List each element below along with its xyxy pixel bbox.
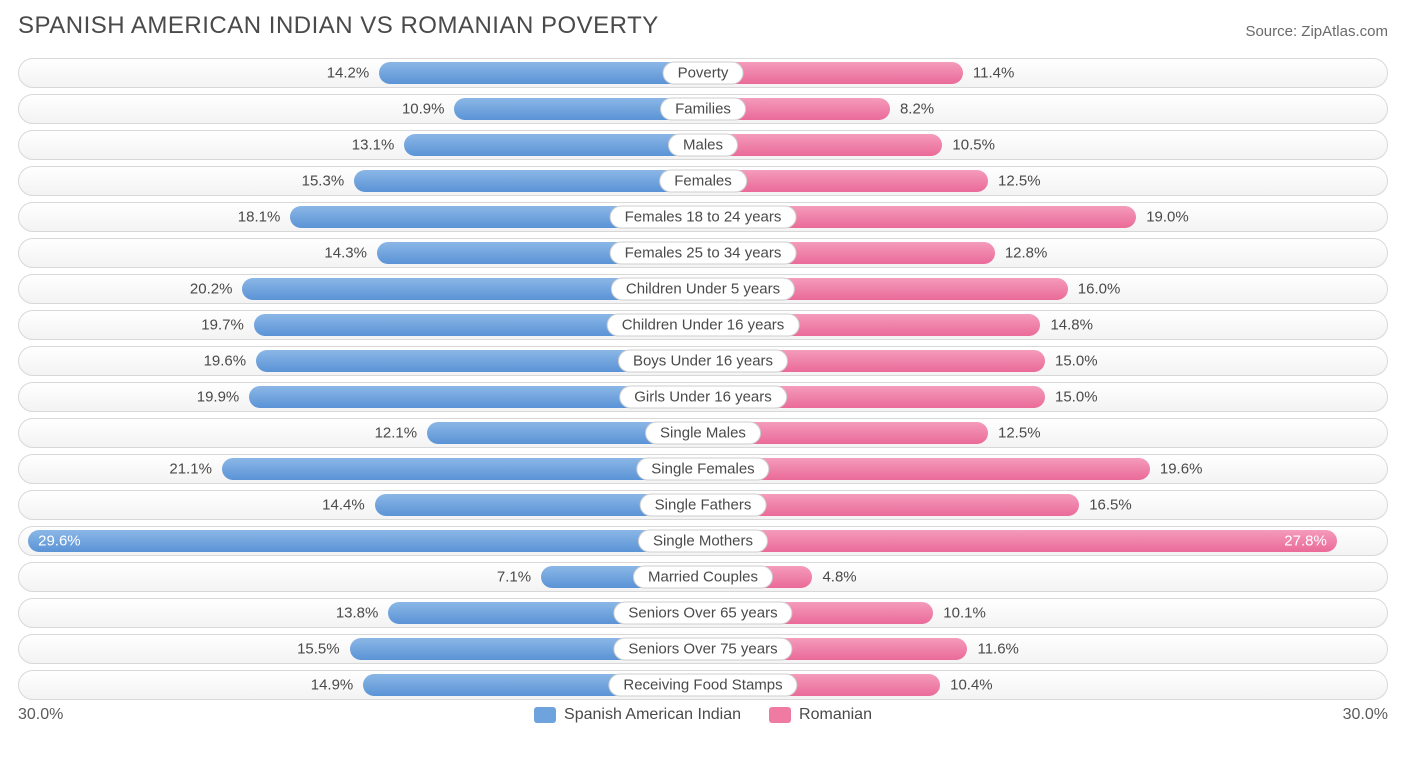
bar-row: 12.1% 12.5% Single Males xyxy=(18,418,1388,448)
legend-swatch-right xyxy=(769,707,791,723)
value-label-right: 11.6% xyxy=(967,641,1018,658)
chart-title: SPANISH AMERICAN INDIAN VS ROMANIAN POVE… xyxy=(18,12,659,40)
bar-row: 19.9% 15.0% Girls Under 16 years xyxy=(18,382,1388,412)
category-pill: Seniors Over 75 years xyxy=(613,638,792,661)
category-pill: Single Males xyxy=(645,422,761,445)
category-pill: Single Females xyxy=(636,458,769,481)
bar-row: 14.2% 11.4% Poverty xyxy=(18,58,1388,88)
value-label-right: 10.5% xyxy=(942,137,995,154)
legend: Spanish American Indian Romanian xyxy=(63,706,1342,724)
bar-row: 19.7% 14.8% Children Under 16 years xyxy=(18,310,1388,340)
value-label-right: 19.6% xyxy=(1150,461,1203,478)
value-label-right: 12.5% xyxy=(988,173,1041,190)
category-pill: Females 18 to 24 years xyxy=(610,206,797,229)
bar-row: 20.2% 16.0% Children Under 5 years xyxy=(18,274,1388,304)
category-pill: Girls Under 16 years xyxy=(619,386,787,409)
category-pill: Males xyxy=(668,134,738,157)
bar-left xyxy=(379,62,703,84)
legend-item-left: Spanish American Indian xyxy=(534,706,741,724)
value-label-left: 7.1% xyxy=(497,569,541,586)
bar-right xyxy=(703,530,1337,552)
value-label-right: 15.0% xyxy=(1045,353,1098,370)
category-pill: Boys Under 16 years xyxy=(618,350,788,373)
value-label-right: 12.8% xyxy=(995,245,1048,262)
category-pill: Single Mothers xyxy=(638,530,768,553)
chart-header: SPANISH AMERICAN INDIAN VS ROMANIAN POVE… xyxy=(18,12,1388,40)
legend-item-right: Romanian xyxy=(769,706,872,724)
chart-footer: 30.0% Spanish American Indian Romanian 3… xyxy=(18,706,1388,724)
value-label-left: 13.1% xyxy=(352,137,405,154)
value-label-left: 12.1% xyxy=(375,425,428,442)
category-pill: Seniors Over 65 years xyxy=(613,602,792,625)
category-pill: Receiving Food Stamps xyxy=(608,674,797,697)
value-label-left: 29.6% xyxy=(28,533,81,550)
category-pill: Poverty xyxy=(663,62,744,85)
value-label-left: 20.2% xyxy=(190,281,243,298)
bar-left xyxy=(222,458,703,480)
bar-row: 14.3% 12.8% Females 25 to 34 years xyxy=(18,238,1388,268)
legend-label-right: Romanian xyxy=(799,706,872,724)
bar-row: 14.4% 16.5% Single Fathers xyxy=(18,490,1388,520)
value-label-left: 15.3% xyxy=(302,173,355,190)
value-label-right: 27.8% xyxy=(1284,533,1337,550)
value-label-left: 18.1% xyxy=(238,209,291,226)
legend-swatch-left xyxy=(534,707,556,723)
axis-max-left: 30.0% xyxy=(18,706,63,724)
value-label-left: 14.9% xyxy=(311,677,364,694)
chart-source: Source: ZipAtlas.com xyxy=(1245,23,1388,40)
value-label-left: 14.4% xyxy=(322,497,375,514)
bar-row: 15.3% 12.5% Females xyxy=(18,166,1388,196)
value-label-right: 8.2% xyxy=(890,101,934,118)
value-label-right: 11.4% xyxy=(963,65,1014,82)
value-label-right: 4.8% xyxy=(812,569,856,586)
value-label-left: 19.9% xyxy=(197,389,250,406)
value-label-right: 10.4% xyxy=(940,677,993,694)
value-label-right: 15.0% xyxy=(1045,389,1098,406)
value-label-left: 14.2% xyxy=(327,65,380,82)
category-pill: Children Under 5 years xyxy=(611,278,795,301)
value-label-left: 10.9% xyxy=(402,101,455,118)
value-label-right: 16.0% xyxy=(1068,281,1121,298)
bar-row: 10.9% 8.2% Families xyxy=(18,94,1388,124)
bar-row: 7.1% 4.8% Married Couples xyxy=(18,562,1388,592)
bar-row: 21.1% 19.6% Single Females xyxy=(18,454,1388,484)
category-pill: Children Under 16 years xyxy=(607,314,800,337)
value-label-right: 14.8% xyxy=(1040,317,1093,334)
bar-row: 15.5% 11.6% Seniors Over 75 years xyxy=(18,634,1388,664)
category-pill: Families xyxy=(660,98,746,121)
bar-row: 18.1% 19.0% Females 18 to 24 years xyxy=(18,202,1388,232)
diverging-bar-chart: 14.2%11.4%Poverty10.9%8.2%Families13.1%1… xyxy=(18,58,1388,700)
bar-left xyxy=(28,530,703,552)
value-label-right: 12.5% xyxy=(988,425,1041,442)
bar-row: 13.1% 10.5% Males xyxy=(18,130,1388,160)
bar-right xyxy=(703,458,1150,480)
category-pill: Females 25 to 34 years xyxy=(610,242,797,265)
value-label-left: 21.1% xyxy=(169,461,222,478)
value-label-right: 19.0% xyxy=(1136,209,1189,226)
value-label-left: 15.5% xyxy=(297,641,350,658)
value-label-right: 16.5% xyxy=(1079,497,1132,514)
value-label-left: 19.6% xyxy=(204,353,257,370)
value-label-right: 10.1% xyxy=(933,605,986,622)
value-label-left: 14.3% xyxy=(324,245,377,262)
bar-right xyxy=(703,134,942,156)
bar-left xyxy=(404,134,703,156)
bar-row: 19.6% 15.0% Boys Under 16 years xyxy=(18,346,1388,376)
bar-left xyxy=(354,170,703,192)
value-label-left: 13.8% xyxy=(336,605,389,622)
legend-label-left: Spanish American Indian xyxy=(564,706,741,724)
axis-max-right: 30.0% xyxy=(1343,706,1388,724)
category-pill: Females xyxy=(659,170,747,193)
bar-row: 14.9% 10.4% Receiving Food Stamps xyxy=(18,670,1388,700)
category-pill: Single Fathers xyxy=(640,494,767,517)
bar-row: 13.8% 10.1% Seniors Over 65 years xyxy=(18,598,1388,628)
value-label-left: 19.7% xyxy=(201,317,254,334)
bar-row: 29.6% 27.8% Single Mothers xyxy=(18,526,1388,556)
category-pill: Married Couples xyxy=(633,566,773,589)
